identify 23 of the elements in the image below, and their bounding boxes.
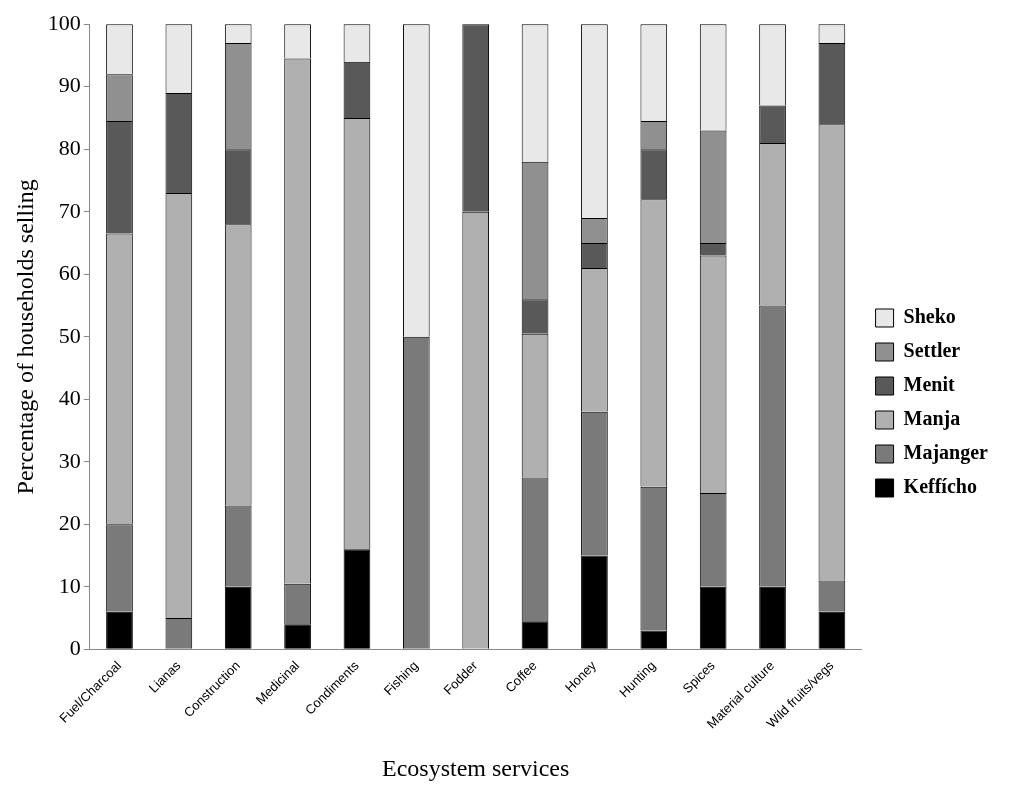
y-tick-label: 90 — [58, 72, 81, 98]
legend-label: Majanger — [903, 441, 989, 465]
bar — [581, 555, 608, 649]
legend-label: Settler — [903, 339, 961, 362]
y-tick-label: 50 — [58, 322, 81, 348]
bar — [106, 611, 133, 649]
x-axis-title: Ecosystem services — [382, 754, 570, 781]
bar — [759, 586, 786, 649]
y-tick-label: 40 — [58, 385, 81, 411]
y-tick-label: 30 — [58, 447, 81, 473]
legend-label: Manja — [903, 407, 961, 431]
legend-label: Keffícho — [903, 475, 977, 498]
y-axis-title: Percentage of households selling — [11, 179, 38, 495]
legend-label: Menit — [903, 373, 956, 396]
y-tick-label: 70 — [58, 197, 81, 223]
y-tick-label: 0 — [69, 635, 81, 661]
y-tick-label: 80 — [58, 135, 81, 161]
legend-label: Sheko — [903, 305, 956, 328]
bar — [284, 624, 311, 649]
y-tick-label: 60 — [58, 260, 81, 286]
y-tick-label: 100 — [47, 9, 81, 35]
y-tick-label: 20 — [58, 510, 81, 536]
y-tick-label: 10 — [58, 572, 81, 598]
